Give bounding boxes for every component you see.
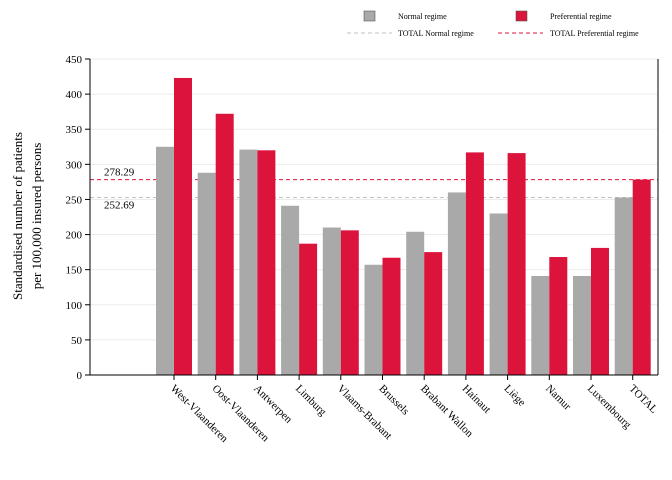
bar-normal <box>197 172 216 375</box>
bar-preferential <box>632 179 651 375</box>
bar-preferential <box>257 150 276 375</box>
bar-normal <box>239 149 258 375</box>
bars <box>156 77 651 380</box>
x-category-labels: West-VlaanderenOost-VlaanderenAntwerpenL… <box>168 383 660 446</box>
bar-normal <box>531 275 550 375</box>
legend-swatch-preferential <box>515 10 528 22</box>
reference-line-label: 278.29 <box>104 167 135 179</box>
x-category-label: Brussels <box>376 383 411 418</box>
bar-preferential <box>549 257 568 375</box>
y-tick-label: 250 <box>66 194 83 206</box>
bar-normal <box>614 197 633 375</box>
y-tick-label: 200 <box>66 230 83 242</box>
bar-preferential <box>299 243 318 375</box>
x-category-label: Limburg <box>293 383 329 419</box>
bar-preferential <box>591 247 609 375</box>
y-tick-label: 0 <box>77 370 83 382</box>
y-tick-label: 100 <box>66 300 83 312</box>
bar-normal <box>364 264 383 375</box>
y-axis-label-line-2: per 100,000 insured persons <box>29 143 44 290</box>
bar-normal <box>156 146 174 375</box>
bar-normal <box>406 231 425 375</box>
bar-preferential <box>340 230 359 375</box>
legend-label-normal: Normal regime <box>398 12 447 21</box>
y-tick-label: 50 <box>71 335 83 347</box>
x-category-label: Antwerpen <box>251 383 294 426</box>
bar-preferential <box>507 153 526 375</box>
legend-swatch-normal <box>363 10 376 22</box>
x-category-label: Hainaut <box>460 383 493 416</box>
bar-normal <box>573 275 591 375</box>
y-tick-label: 300 <box>66 159 83 171</box>
x-category-label: TOTAL <box>627 383 660 416</box>
x-category-label: Liège <box>501 383 527 409</box>
bar-normal <box>281 205 300 375</box>
x-category-label: Namur <box>543 383 573 413</box>
bar-preferential <box>465 152 484 375</box>
reference-line-label: 252.69 <box>104 200 135 212</box>
legend-label-total-preferential: TOTAL Preferential regime <box>550 29 639 38</box>
legend-label-preferential: Preferential regime <box>550 12 612 21</box>
axes <box>89 59 659 376</box>
y-axis-label-line-1: Standardised number of patients <box>10 132 25 300</box>
y-tick-label: 450 <box>66 54 83 66</box>
y-tick-label: 150 <box>66 265 83 277</box>
y-tick-label: 400 <box>66 89 83 101</box>
bar-normal <box>489 213 508 375</box>
bar-preferential <box>382 257 401 375</box>
y-tick-label: 350 <box>66 124 83 136</box>
bar-preferential <box>215 113 234 376</box>
legend: Normal regime Preferential regime TOTAL … <box>347 10 639 38</box>
bar-normal <box>447 192 466 375</box>
bar-normal <box>322 227 341 375</box>
bar-preferential <box>174 77 192 376</box>
y-tick-labels: 0 50 100 150 200 250 300 350 400 450 <box>66 54 90 382</box>
legend-label-total-normal: TOTAL Normal regime <box>398 29 474 38</box>
bar-preferential <box>424 252 443 375</box>
